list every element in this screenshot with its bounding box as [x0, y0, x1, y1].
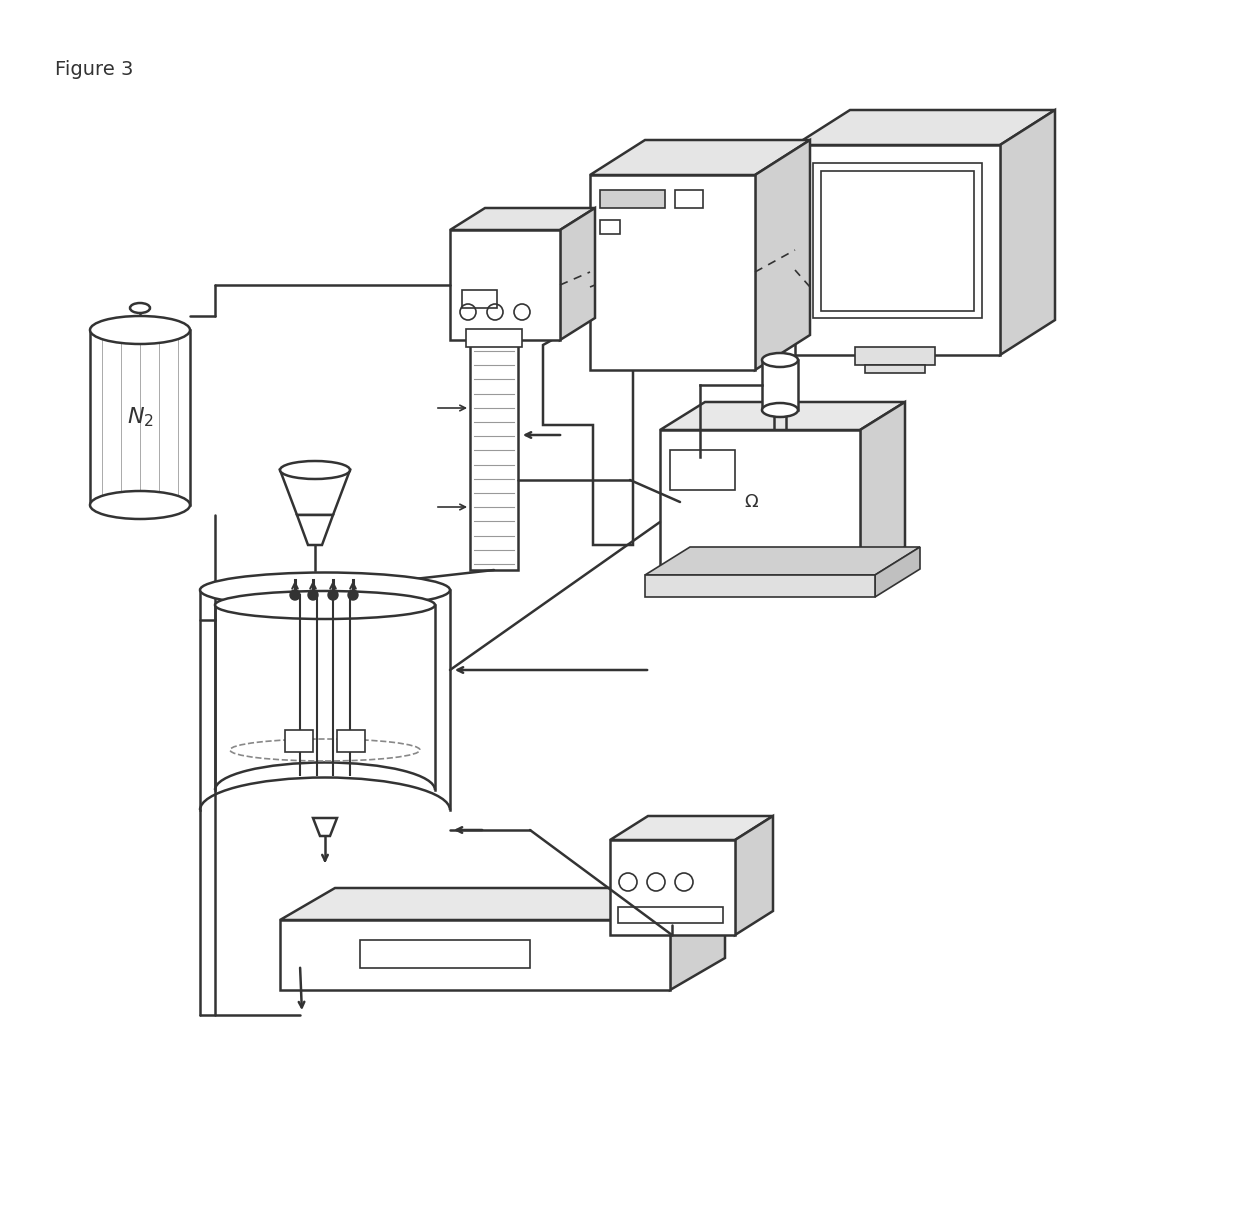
- Polygon shape: [280, 470, 350, 515]
- Polygon shape: [450, 230, 560, 340]
- Bar: [337, 730, 365, 752]
- Ellipse shape: [215, 591, 435, 619]
- Polygon shape: [999, 110, 1055, 355]
- Circle shape: [348, 590, 358, 599]
- Bar: [463, 289, 497, 308]
- Polygon shape: [590, 176, 755, 371]
- Bar: [670, 450, 735, 490]
- Bar: [470, 345, 518, 570]
- Polygon shape: [610, 816, 773, 840]
- Bar: [360, 940, 529, 968]
- Polygon shape: [450, 208, 595, 230]
- Polygon shape: [543, 295, 632, 545]
- Polygon shape: [645, 547, 920, 575]
- Polygon shape: [610, 840, 735, 935]
- Polygon shape: [560, 208, 595, 340]
- Ellipse shape: [91, 490, 190, 520]
- Bar: [618, 907, 723, 923]
- Bar: [763, 360, 799, 411]
- Ellipse shape: [130, 303, 150, 312]
- Ellipse shape: [763, 352, 799, 367]
- Bar: [866, 365, 925, 373]
- Polygon shape: [590, 140, 810, 176]
- Bar: [856, 348, 935, 365]
- Ellipse shape: [763, 403, 799, 417]
- Text: Figure 3: Figure 3: [55, 61, 134, 79]
- Polygon shape: [312, 817, 337, 836]
- Text: $N_2$: $N_2$: [126, 406, 154, 430]
- Bar: [600, 220, 620, 234]
- Polygon shape: [660, 430, 861, 575]
- Text: $\Omega$: $\Omega$: [744, 493, 759, 511]
- Polygon shape: [280, 920, 670, 991]
- Polygon shape: [861, 402, 905, 575]
- Bar: [600, 190, 665, 208]
- Polygon shape: [645, 575, 875, 597]
- Bar: [821, 171, 973, 311]
- Bar: [285, 730, 312, 752]
- Polygon shape: [795, 145, 999, 355]
- Polygon shape: [735, 816, 773, 935]
- Polygon shape: [795, 110, 1055, 145]
- Bar: [813, 163, 982, 318]
- Ellipse shape: [280, 461, 350, 480]
- Bar: [466, 329, 522, 348]
- Bar: [675, 190, 703, 208]
- Polygon shape: [755, 140, 810, 371]
- Ellipse shape: [91, 316, 190, 344]
- Circle shape: [290, 590, 300, 599]
- Polygon shape: [875, 547, 920, 597]
- Bar: [91, 331, 190, 505]
- Circle shape: [329, 590, 339, 599]
- Circle shape: [308, 590, 317, 599]
- Polygon shape: [660, 402, 905, 430]
- Ellipse shape: [200, 573, 450, 608]
- Polygon shape: [280, 888, 725, 920]
- Polygon shape: [670, 888, 725, 991]
- Polygon shape: [298, 515, 334, 545]
